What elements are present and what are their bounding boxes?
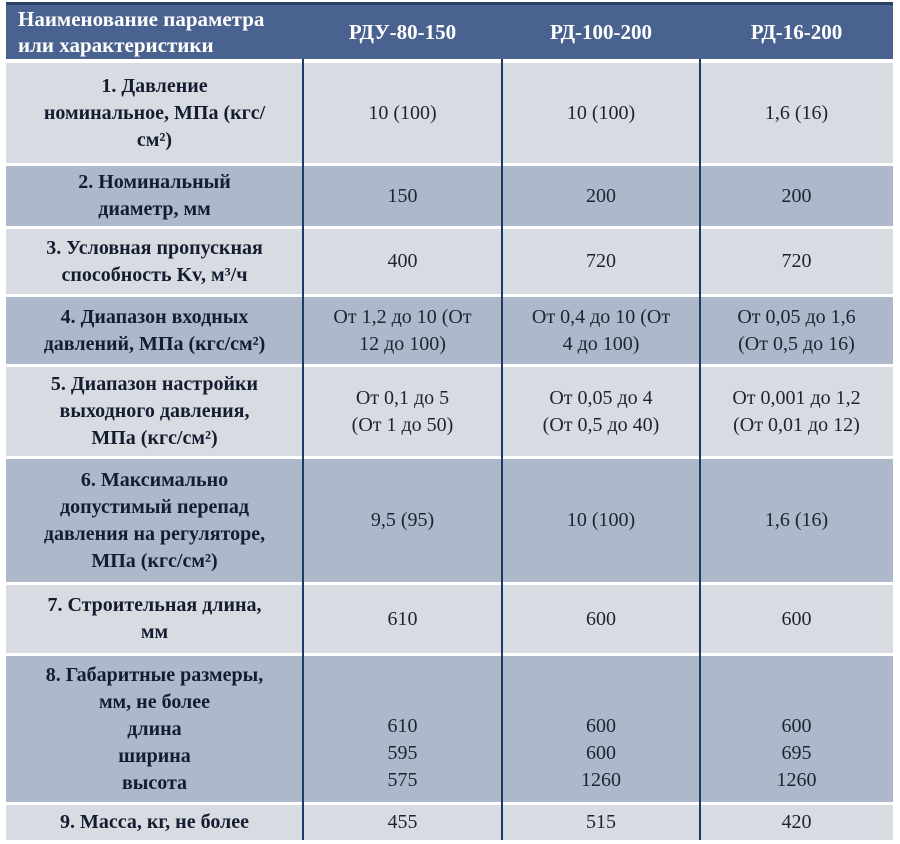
- value-cell: От 0,001 до 1,2 (От 0,01 до 12): [732, 386, 861, 436]
- header-col-rd-16-200: РД-16-200: [750, 19, 843, 44]
- value-text: 600 600 1260: [581, 715, 621, 791]
- header-col-rd-100-200: РД-100-200: [549, 19, 653, 44]
- value-cell: От 0,05 до 4 (От 0,5 до 40): [542, 386, 660, 436]
- param-name-cell: 4. Диапазон входных давлений, МПа (кгс/с…: [43, 305, 266, 355]
- value-cell: 150: [387, 184, 418, 207]
- value-cell: 600 600 1260: [502, 656, 700, 802]
- value-cell: 1,6 (16): [764, 101, 829, 124]
- param-name-cell: 2. Номинальный диаметр, мм: [78, 171, 231, 220]
- value-cell: 515: [586, 811, 616, 833]
- param-name-cell: 7. Строительная длина, мм: [47, 594, 262, 643]
- param-name-cell: 8. Габаритные размеры, мм, не более длин…: [6, 656, 303, 802]
- param-sub-items: длина ширина высота: [118, 718, 191, 794]
- param-name-cell: 1. Давление номинальное, МПа (кгс/ см²): [43, 74, 266, 151]
- value-cell: 720: [781, 250, 812, 272]
- param-name-cell: 6. Максимально допустимый перепад давлен…: [43, 468, 266, 572]
- value-cell: 10 (100): [566, 509, 636, 531]
- table-row-9: 9. Масса, кг, не более 455 515 420: [6, 805, 893, 840]
- value-cell: От 1,2 до 10 (От 12 до 100): [333, 305, 472, 355]
- header-param-label: Наименование параметра или характеристик…: [18, 7, 265, 57]
- value-cell: 600: [781, 607, 812, 630]
- value-cell: 200: [781, 184, 812, 207]
- value-cell: 9,5 (95): [370, 509, 435, 531]
- param-name-cell: 9. Масса, кг, не более: [59, 811, 250, 833]
- value-cell: 10 (100): [368, 101, 437, 124]
- value-cell: От 0,1 до 5 (От 1 до 50): [351, 386, 454, 436]
- table-row-1: 1. Давление номинальное, МПа (кгс/ см²) …: [6, 63, 893, 163]
- spec-table: Наименование параметра или характеристик…: [6, 2, 893, 840]
- column-divider: [302, 59, 304, 840]
- value-text: 600 695 1260: [776, 715, 817, 791]
- value-cell: 420: [781, 811, 812, 833]
- column-divider: [501, 59, 503, 840]
- param-name-cell: 5. Диапазон настройки выходного давления…: [50, 373, 259, 449]
- table-row-7: 7. Строительная длина, мм 610 600 600: [6, 585, 893, 653]
- table-row-6: 6. Максимально допустимый перепад давлен…: [6, 459, 893, 582]
- header-col-rdu-80-150: РДУ-80-150: [348, 19, 457, 44]
- value-cell: 610: [387, 607, 418, 630]
- value-cell: 200: [586, 184, 616, 207]
- value-cell: 10 (100): [566, 101, 636, 124]
- value-cell: 610 595 575: [303, 656, 502, 802]
- value-cell: 720: [586, 250, 616, 272]
- value-cell: 455: [387, 811, 418, 833]
- value-cell: 1,6 (16): [764, 509, 829, 531]
- table-row-8: 8. Габаритные размеры, мм, не более длин…: [6, 656, 893, 802]
- value-text: 610 595 575: [387, 715, 418, 791]
- param-name-cell: 3. Условная пропускная способность Kv, м…: [46, 236, 263, 286]
- value-cell: 400: [387, 250, 418, 272]
- value-cell: От 0,4 до 10 (От 4 до 100): [531, 305, 671, 355]
- table-row-4: 4. Диапазон входных давлений, МПа (кгс/с…: [6, 297, 893, 364]
- column-divider: [699, 59, 701, 840]
- table-row-3: 3. Условная пропускная способность Kv, м…: [6, 229, 893, 294]
- value-cell: 600: [586, 607, 616, 630]
- table-row-5: 5. Диапазон настройки выходного давления…: [6, 367, 893, 456]
- value-cell: 600 695 1260: [700, 656, 893, 802]
- value-cell: От 0,05 до 1,6 (От 0,5 до 16): [737, 305, 856, 355]
- table-header-row: Наименование параметра или характеристик…: [6, 2, 893, 59]
- param-name-text: 8. Габаритные размеры, мм, не более: [45, 664, 264, 713]
- table-row-2: 2. Номинальный диаметр, мм 150 200 200: [6, 166, 893, 226]
